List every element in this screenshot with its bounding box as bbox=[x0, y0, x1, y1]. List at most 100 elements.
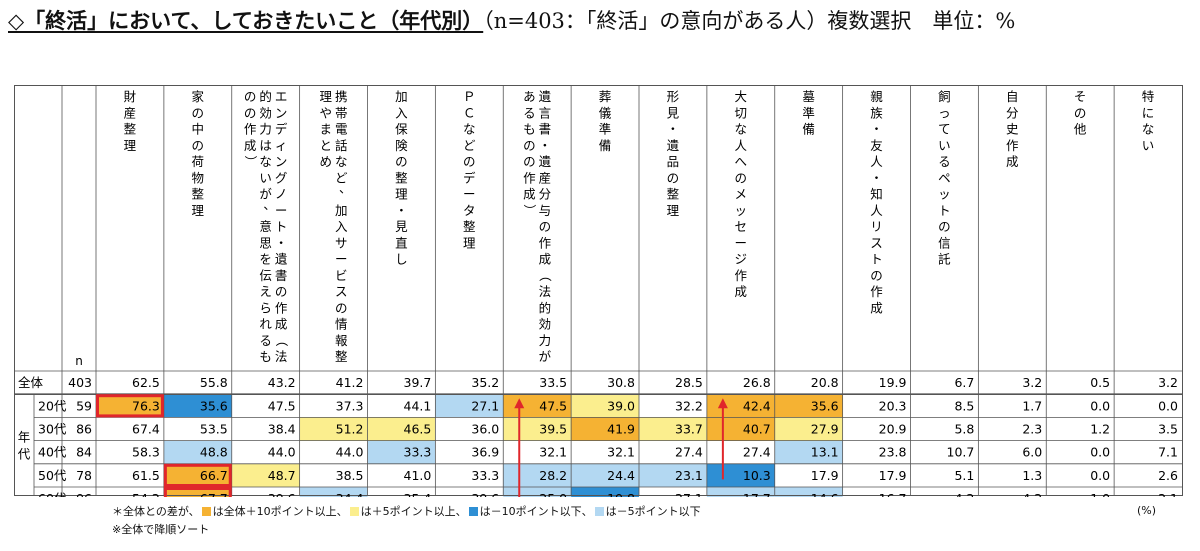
svg-text:見: 見 bbox=[667, 105, 680, 120]
svg-text:の: の bbox=[275, 284, 288, 299]
svg-text:ト: ト bbox=[275, 219, 288, 234]
cell-value: 4.2 bbox=[1022, 491, 1042, 497]
svg-text:ビ: ビ bbox=[335, 268, 348, 283]
svg-text:整: 整 bbox=[463, 219, 476, 234]
svg-text:の: の bbox=[1074, 105, 1087, 120]
svg-text:友: 友 bbox=[870, 138, 883, 153]
cell-value: 27.1 bbox=[675, 491, 703, 497]
cell-value: 27.4 bbox=[743, 445, 771, 460]
svg-text:そ: そ bbox=[1074, 89, 1087, 104]
cell-value: 0.0 bbox=[1158, 398, 1178, 413]
shaded-cell bbox=[639, 417, 707, 441]
svg-text:理: 理 bbox=[395, 187, 408, 202]
svg-text:ノ: ノ bbox=[275, 187, 288, 202]
cell-value: 8.5 bbox=[954, 398, 974, 413]
cell-value: 43.2 bbox=[268, 375, 296, 390]
data-table-svg: n財産整理家の中の荷物整理エンディングノート・遺書の作成（法的効力はないが、意思… bbox=[14, 85, 1183, 497]
svg-text:の: の bbox=[244, 105, 257, 120]
svg-text:財: 財 bbox=[124, 89, 137, 104]
svg-text:親: 親 bbox=[870, 89, 883, 104]
cell-value: 7.1 bbox=[1158, 445, 1178, 460]
svg-text:の: の bbox=[244, 89, 257, 104]
cell-value: 25.0 bbox=[539, 491, 567, 497]
cell-value: 58.3 bbox=[132, 445, 160, 460]
cell-value: 0.0 bbox=[1090, 398, 1110, 413]
row-n: 86 bbox=[76, 422, 92, 437]
cell-value: 17.9 bbox=[879, 468, 907, 483]
svg-text:と: と bbox=[320, 138, 333, 153]
cell-value: 28.2 bbox=[539, 468, 567, 483]
svg-text:物: 物 bbox=[192, 170, 205, 185]
svg-text:サ: サ bbox=[335, 235, 348, 250]
cell-value: 39.0 bbox=[607, 398, 635, 413]
legend-plus10: は全体＋10ポイント以上、 bbox=[212, 505, 348, 518]
svg-text:は: は bbox=[259, 138, 272, 153]
cell-value: 62.5 bbox=[132, 375, 160, 390]
svg-text:の: の bbox=[192, 138, 205, 153]
row-label: 全体 bbox=[18, 375, 44, 390]
chart-title-main: ◇「終活」において、しておきたいこと（年代別） bbox=[8, 9, 484, 33]
svg-text:整: 整 bbox=[667, 187, 680, 202]
svg-text:分: 分 bbox=[1006, 105, 1019, 120]
svg-text:的: 的 bbox=[539, 300, 552, 315]
cell-value: 46.5 bbox=[404, 422, 432, 437]
shaded-cell bbox=[571, 394, 639, 418]
svg-text:品: 品 bbox=[667, 154, 680, 169]
shaded-cell bbox=[231, 463, 300, 487]
svg-text:整: 整 bbox=[124, 122, 137, 137]
row-label: 40代 bbox=[38, 445, 67, 460]
svg-text:成: 成 bbox=[870, 300, 883, 315]
cell-value: 23.8 bbox=[879, 445, 907, 460]
svg-text:理: 理 bbox=[192, 203, 205, 218]
cell-value: 48.8 bbox=[200, 445, 228, 460]
chart-title: ◇「終活」において、しておきたいこと（年代別）（n=403：「終活」の意向がある… bbox=[8, 5, 1188, 38]
cell-value: 42.4 bbox=[743, 398, 771, 413]
svg-text:の: の bbox=[523, 138, 536, 153]
cell-value: 19.9 bbox=[879, 375, 907, 390]
trend-arrow bbox=[717, 398, 728, 480]
svg-text:あ: あ bbox=[523, 89, 536, 104]
svg-text:話: 話 bbox=[335, 138, 348, 153]
svg-text:ト: ト bbox=[938, 203, 951, 218]
cell-value: 10.7 bbox=[947, 445, 975, 460]
cell-value: 39.6 bbox=[471, 491, 499, 497]
cell-value: 38.4 bbox=[268, 422, 296, 437]
legend-swatch-minus5 bbox=[594, 507, 604, 516]
svg-text:準: 準 bbox=[599, 122, 612, 137]
svg-text:準: 準 bbox=[802, 105, 815, 120]
highlight-box bbox=[96, 394, 164, 418]
svg-text:に: に bbox=[1142, 105, 1155, 120]
svg-text:ッ: ッ bbox=[735, 203, 748, 218]
svg-text:ら: ら bbox=[259, 300, 272, 315]
svg-text:遺: 遺 bbox=[539, 89, 552, 104]
svg-text:の: の bbox=[938, 219, 951, 234]
svg-text:、: 、 bbox=[263, 197, 276, 212]
svg-text:整: 整 bbox=[192, 187, 205, 202]
svg-text:Ｃ: Ｃ bbox=[463, 105, 476, 120]
cell-value: 41.9 bbox=[607, 422, 635, 437]
cell-value: 41.2 bbox=[336, 375, 364, 390]
svg-text:信: 信 bbox=[938, 235, 951, 250]
svg-text:の: の bbox=[735, 170, 748, 185]
cell-value: 19.8 bbox=[607, 491, 635, 497]
cell-value: 35.6 bbox=[811, 398, 839, 413]
svg-text:情: 情 bbox=[335, 317, 348, 332]
svg-text:理: 理 bbox=[463, 235, 476, 250]
cell-value: 2.3 bbox=[1022, 422, 1042, 437]
cell-value: 1.3 bbox=[1022, 468, 1042, 483]
legend-prefix: ＊全体との差が、 bbox=[112, 505, 200, 518]
svg-text:備: 備 bbox=[802, 122, 815, 137]
shaded-cell bbox=[367, 440, 436, 464]
svg-text:な: な bbox=[463, 122, 476, 137]
cell-value: 35.2 bbox=[471, 375, 499, 390]
cell-value: 3.5 bbox=[1158, 422, 1178, 437]
cell-value: 44.0 bbox=[336, 445, 364, 460]
cell-value: 10.3 bbox=[743, 468, 771, 483]
shaded-cell bbox=[367, 417, 436, 441]
cell-value: 20.9 bbox=[879, 422, 907, 437]
cell-value: 66.7 bbox=[200, 468, 228, 483]
chart-title-subtitle: （n=403：「終活」の意向がある人）複数選択 単位：% bbox=[483, 9, 1016, 33]
